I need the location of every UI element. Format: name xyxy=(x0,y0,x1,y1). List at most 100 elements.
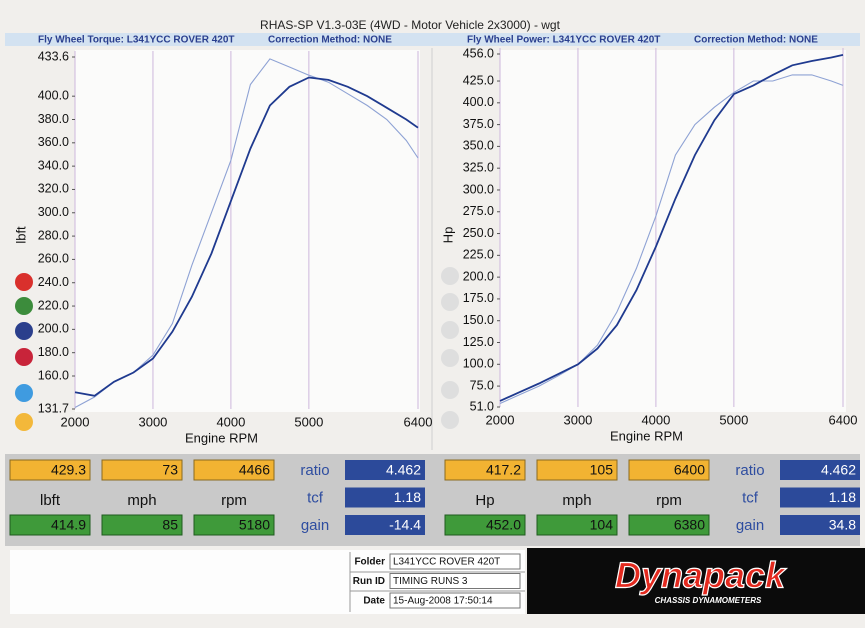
footer-field xyxy=(389,573,521,589)
factor-label: ratio xyxy=(735,462,764,479)
readout-unit: lbft xyxy=(40,492,61,509)
dot xyxy=(441,411,459,429)
footer-value: 15-Aug-2008 17:50:14 xyxy=(393,596,493,607)
x-tick-label: 3000 xyxy=(563,412,592,427)
plot-area xyxy=(500,50,846,412)
y-tick-label: 75.0 xyxy=(470,378,494,392)
sheet-title: RHAS-SP V1.3-03E (4WD - Motor Vehicle 2x… xyxy=(260,18,561,32)
factor-label: gain xyxy=(301,517,329,534)
header-band xyxy=(5,33,860,46)
factor-value: 1.18 xyxy=(829,489,856,505)
readout-value: 6380 xyxy=(674,517,705,533)
y-tick-label: 240.0 xyxy=(38,275,69,289)
dot xyxy=(441,321,459,339)
y-tick-label: 400.0 xyxy=(463,95,494,109)
factor-box xyxy=(780,515,860,535)
series-line xyxy=(499,74,844,405)
readout-box xyxy=(444,514,526,536)
dot xyxy=(15,384,33,402)
factor-box xyxy=(780,460,860,480)
y-tick-label: 100.0 xyxy=(463,357,494,371)
readout-box xyxy=(628,514,710,536)
factor-box xyxy=(345,515,425,535)
readout-value: 4466 xyxy=(239,462,270,478)
readout-box xyxy=(193,459,275,481)
y-tick-label: 380.0 xyxy=(38,112,69,126)
y-tick-label: 425.0 xyxy=(463,73,494,87)
chart-title: Fly Wheel Power: L341YCC ROVER 420T xyxy=(467,35,660,46)
readout-unit: mph xyxy=(127,492,156,509)
plot-area xyxy=(75,50,420,412)
y-tick-label: 275.0 xyxy=(463,204,494,218)
x-tick-label: 2000 xyxy=(61,414,90,429)
readout-value: 5180 xyxy=(239,517,270,533)
readout-box xyxy=(9,459,91,481)
y-tick-label: 160.0 xyxy=(38,368,69,382)
x-tick-label: 6400 xyxy=(829,412,858,427)
x-axis-label: Engine RPM xyxy=(185,430,258,445)
y-tick-label: 300.0 xyxy=(38,205,69,219)
factor-box xyxy=(780,487,860,508)
dot xyxy=(15,348,33,366)
x-tick-label: 4000 xyxy=(216,414,245,429)
x-tick-label: 3000 xyxy=(138,414,167,429)
dot xyxy=(441,349,459,367)
dot xyxy=(15,413,33,431)
y-tick-label: 360.0 xyxy=(38,135,69,149)
readout-value: 105 xyxy=(590,462,614,478)
readout-value: 452.0 xyxy=(486,517,521,533)
y-tick-label: 340.0 xyxy=(38,158,69,172)
readout-value: 6400 xyxy=(674,462,705,478)
y-tick-label: 400.0 xyxy=(38,88,69,102)
footer-field xyxy=(389,553,521,570)
factor-value: 1.18 xyxy=(394,489,421,505)
y-tick-label: 375.0 xyxy=(463,117,494,131)
readout-unit: rpm xyxy=(656,492,682,509)
readout-value: 104 xyxy=(590,517,614,533)
readout-value: 429.3 xyxy=(51,462,86,478)
color-dots xyxy=(15,267,459,431)
y-axis-label: lbft xyxy=(13,226,28,244)
logo: Dynapack xyxy=(615,555,787,596)
y-tick-label: 280.0 xyxy=(38,228,69,242)
factor-value: 4.462 xyxy=(821,462,856,478)
y-tick-label: 131.7 xyxy=(38,401,69,415)
dot xyxy=(441,293,459,311)
dot xyxy=(441,381,459,399)
factor-label: gain xyxy=(736,517,764,534)
series-line xyxy=(499,54,844,402)
factor-box xyxy=(345,460,425,480)
footer-field xyxy=(389,592,521,609)
series-line xyxy=(74,76,419,397)
dot xyxy=(15,273,33,291)
y-tick-label: 350.0 xyxy=(463,139,494,153)
x-tick-label: 6400 xyxy=(404,414,433,429)
readout-value: 414.9 xyxy=(51,517,86,533)
factor-value: 4.462 xyxy=(386,462,421,478)
y-tick-label: 456.0 xyxy=(463,46,494,60)
footer-value: TIMING RUNS 3 xyxy=(393,576,468,587)
footer-label: Run ID xyxy=(353,576,385,587)
dot xyxy=(15,322,33,340)
y-tick-label: 200.0 xyxy=(38,322,69,336)
factor-label: ratio xyxy=(300,462,329,479)
logo-sub: CHASSIS DYNAMOMETERS xyxy=(655,596,762,605)
y-tick-label: 125.0 xyxy=(463,335,494,349)
readout-box xyxy=(536,459,618,481)
logo-panel xyxy=(527,548,865,614)
readout-unit: mph xyxy=(562,492,591,509)
readout-box xyxy=(193,514,275,536)
factor-value: -14.4 xyxy=(389,517,421,533)
readout-unit: rpm xyxy=(221,492,247,509)
readout-value: 73 xyxy=(162,462,178,478)
readout-box xyxy=(101,514,183,536)
x-tick-label: 2000 xyxy=(486,412,515,427)
y-tick-label: 250.0 xyxy=(463,226,494,240)
y-tick-label: 200.0 xyxy=(463,269,494,283)
readout-box xyxy=(628,459,710,481)
readout-box xyxy=(9,514,91,536)
chart-title: Fly Wheel Torque: L341YCC ROVER 420T xyxy=(38,35,235,46)
y-tick-label: 150.0 xyxy=(463,313,494,327)
